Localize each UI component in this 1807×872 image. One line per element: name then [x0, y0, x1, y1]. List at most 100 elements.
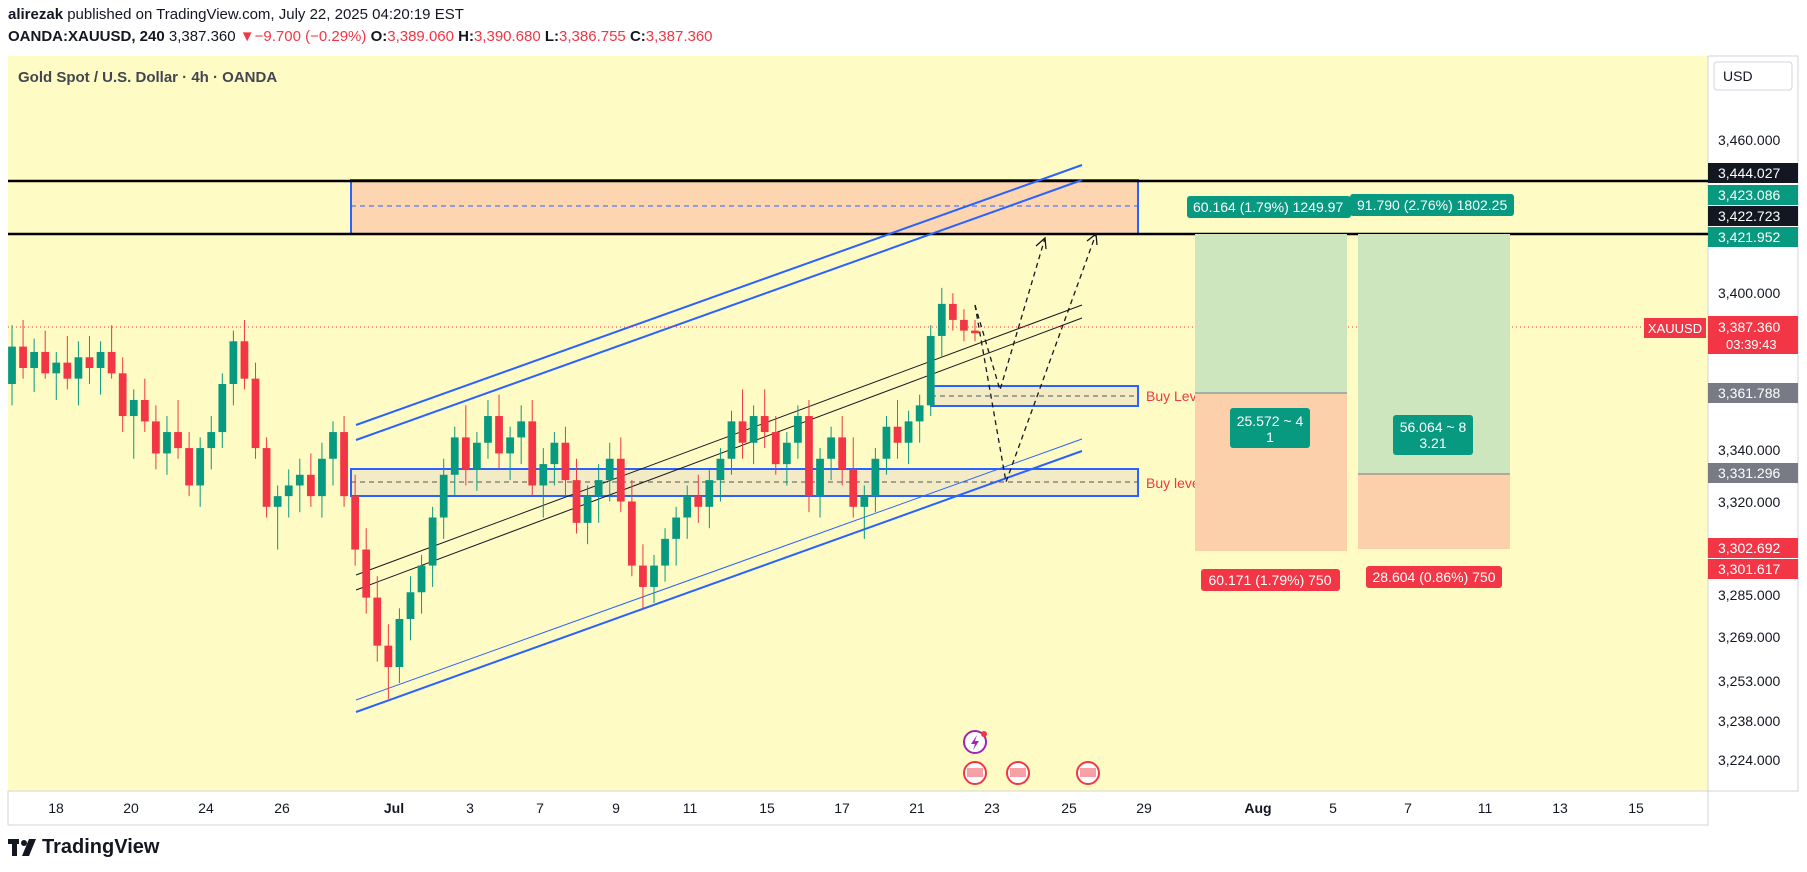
- candle-body[interactable]: [96, 351, 105, 368]
- candle-body[interactable]: [41, 351, 50, 374]
- candle-body[interactable]: [882, 426, 891, 459]
- candle-body[interactable]: [163, 432, 171, 454]
- candle-body[interactable]: [107, 351, 116, 374]
- currency-button[interactable]: [1713, 61, 1793, 91]
- candle-body[interactable]: [616, 458, 625, 502]
- candle-body[interactable]: [661, 538, 669, 566]
- position-2-loss-area[interactable]: [1358, 474, 1510, 549]
- channel-upper-line-1[interactable]: [355, 164, 1083, 426]
- candle-body[interactable]: [129, 400, 138, 417]
- candle-body[interactable]: [417, 565, 426, 593]
- candle-body[interactable]: [838, 437, 847, 470]
- candle-body[interactable]: [550, 442, 559, 465]
- candle-body[interactable]: [860, 496, 869, 507]
- candle-body[interactable]: [484, 416, 492, 443]
- time-axis[interactable]: [7, 790, 1709, 826]
- candle-body[interactable]: [683, 496, 692, 518]
- candle-body[interactable]: [805, 416, 813, 497]
- candle-body[interactable]: [495, 416, 503, 454]
- candle-body[interactable]: [262, 448, 271, 507]
- candle-body[interactable]: [948, 303, 957, 320]
- candle-body[interactable]: [207, 432, 216, 449]
- midline-1[interactable]: [355, 304, 1083, 576]
- candle-body[interactable]: [284, 485, 293, 497]
- buy-zone-2[interactable]: [350, 468, 1139, 497]
- author-name[interactable]: alirezak: [8, 6, 64, 23]
- candle-body[interactable]: [229, 341, 238, 384]
- candle-body[interactable]: [52, 362, 61, 374]
- candle-body[interactable]: [185, 448, 193, 486]
- candle-body[interactable]: [937, 303, 946, 336]
- candle-body[interactable]: [373, 597, 382, 646]
- channel-upper-line-2[interactable]: [355, 179, 1083, 441]
- candle-body[interactable]: [760, 416, 769, 433]
- projection-path-1[interactable]: [974, 237, 1046, 393]
- candle-body[interactable]: [506, 437, 514, 454]
- candle-body[interactable]: [306, 474, 315, 497]
- candle-body[interactable]: [904, 421, 913, 443]
- candle-body[interactable]: [517, 421, 526, 438]
- tradingview-logo[interactable]: TradingView: [8, 836, 159, 859]
- candle-body[interactable]: [273, 496, 282, 507]
- candle-body[interactable]: [406, 592, 415, 619]
- candle-body[interactable]: [738, 421, 747, 443]
- candle-body[interactable]: [960, 319, 968, 331]
- channel-lower-line[interactable]: [355, 450, 1083, 713]
- position-1-profit-area[interactable]: [1195, 234, 1347, 393]
- candle-body[interactable]: [915, 405, 924, 422]
- candle-body[interactable]: [384, 645, 393, 668]
- candle-body[interactable]: [816, 458, 824, 497]
- candle-body[interactable]: [461, 437, 470, 470]
- candle-body[interactable]: [473, 442, 481, 470]
- candle-body[interactable]: [627, 501, 636, 566]
- candle-body[interactable]: [594, 480, 603, 497]
- candle-body[interactable]: [782, 442, 791, 465]
- candle-body[interactable]: [694, 496, 703, 507]
- candle-body[interactable]: [926, 335, 935, 406]
- candle-body[interactable]: [428, 517, 437, 566]
- candle-body[interactable]: [705, 480, 714, 507]
- channel-lower-line-thin[interactable]: [355, 438, 1083, 701]
- candle-body[interactable]: [583, 496, 592, 523]
- candle-body[interactable]: [340, 432, 348, 497]
- midline-2[interactable]: [355, 317, 1083, 591]
- candle-body[interactable]: [152, 421, 160, 454]
- candle-body[interactable]: [827, 437, 835, 459]
- candle-body[interactable]: [140, 400, 149, 422]
- candle-body[interactable]: [572, 480, 581, 523]
- candle-body[interactable]: [118, 373, 127, 417]
- candle-body[interactable]: [650, 565, 658, 587]
- candle-body[interactable]: [218, 383, 227, 433]
- candle-body[interactable]: [727, 421, 736, 459]
- candle-body[interactable]: [794, 416, 802, 443]
- candle-body[interactable]: [251, 378, 260, 449]
- candle-body[interactable]: [19, 346, 27, 368]
- projection-path-2[interactable]: [974, 233, 1097, 485]
- candle-body[interactable]: [8, 346, 16, 384]
- candle-body[interactable]: [362, 549, 371, 598]
- candle-body[interactable]: [749, 416, 758, 443]
- candle-body[interactable]: [295, 474, 304, 486]
- candle-body[interactable]: [971, 330, 979, 334]
- candle-body[interactable]: [528, 421, 537, 486]
- candle-body[interactable]: [351, 496, 360, 550]
- candle-body[interactable]: [771, 432, 780, 465]
- candle-body[interactable]: [639, 565, 647, 587]
- candle-body[interactable]: [30, 351, 39, 368]
- candle-body[interactable]: [871, 458, 880, 497]
- candle-body[interactable]: [74, 357, 83, 379]
- candle-body[interactable]: [85, 357, 94, 368]
- candle-body[interactable]: [240, 341, 249, 379]
- candle-body[interactable]: [893, 426, 902, 443]
- candle-body[interactable]: [196, 448, 205, 486]
- candles-group[interactable]: [8, 287, 979, 700]
- candle-body[interactable]: [439, 474, 448, 518]
- candle-body[interactable]: [174, 432, 182, 449]
- event-icons[interactable]: [963, 730, 1100, 785]
- candle-body[interactable]: [450, 437, 459, 475]
- candle-body[interactable]: [561, 442, 570, 481]
- candle-body[interactable]: [318, 458, 326, 497]
- candle-body[interactable]: [672, 517, 681, 539]
- candle-body[interactable]: [716, 458, 725, 481]
